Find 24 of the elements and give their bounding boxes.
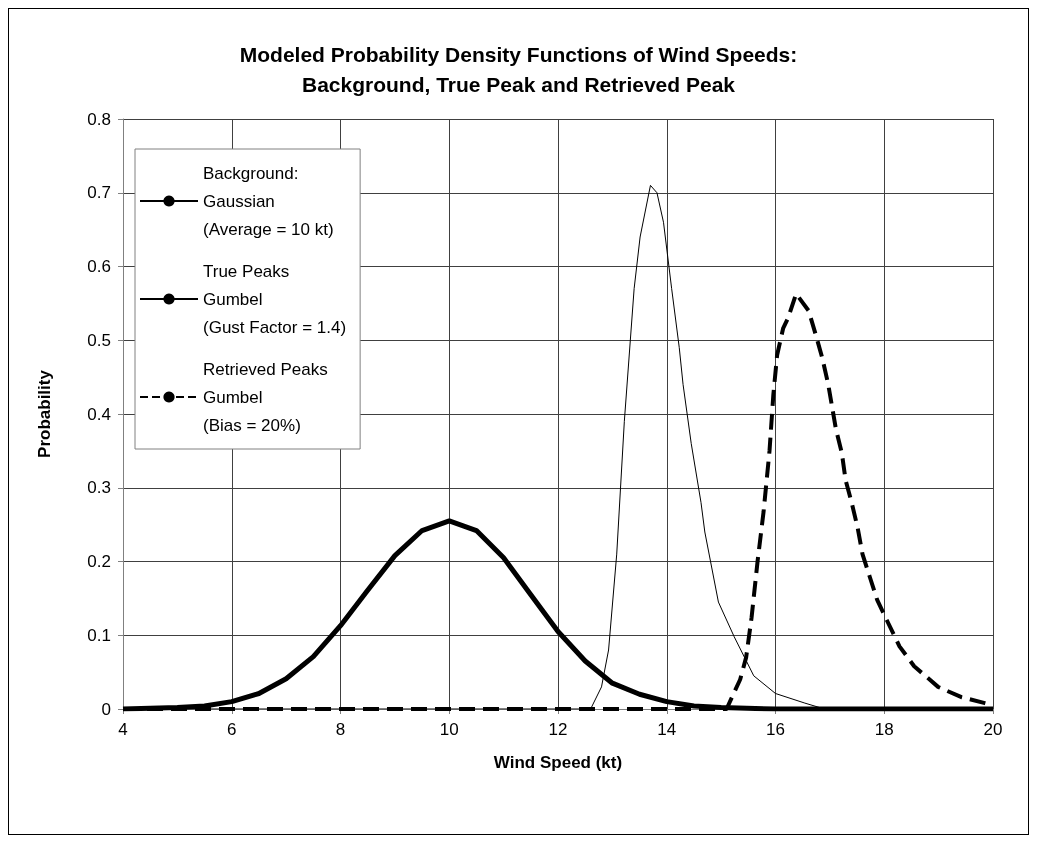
y-axis-title: Probability <box>35 369 54 458</box>
y-tick-label: 0.5 <box>87 330 111 350</box>
y-tick-label: 0 <box>101 699 111 719</box>
x-tick-label: 6 <box>227 720 237 739</box>
legend-label: Retrieved Peaks Gumbel (Bias = 20%) <box>203 359 328 435</box>
x-tick-label: 4 <box>118 720 128 739</box>
x-tick-label: 18 <box>874 720 894 739</box>
x-tick-label: 20 <box>983 720 1003 739</box>
y-tick-label: 0.6 <box>87 257 111 276</box>
y-tick-label: 0.8 <box>87 109 111 129</box>
legend-label: Background: Gaussian (Average = 10 kt) <box>203 163 334 239</box>
x-tick-label: 10 <box>439 720 459 739</box>
legend-label: True Peaks Gumbel (Gust Factor = 1.4) <box>203 261 347 337</box>
x-axis-title: Wind Speed (kt) <box>493 753 623 772</box>
y-tick-label: 0.3 <box>87 478 111 498</box>
x-tick-label: 12 <box>548 720 568 739</box>
y-tick-label: 0.4 <box>87 404 111 424</box>
chart-title: Modeled Probability Density Functions of Wind Speeds: Background, True Peak and Retrieved Peak <box>239 42 798 96</box>
x-tick-label: 8 <box>335 720 346 739</box>
y-tick-label: 0.2 <box>87 552 111 571</box>
x-tick-label: 14 <box>657 720 677 739</box>
y-tick-label: 0.7 <box>87 183 111 203</box>
y-tick-label: 0.1 <box>87 625 111 645</box>
x-tick-label: 16 <box>766 720 785 739</box>
